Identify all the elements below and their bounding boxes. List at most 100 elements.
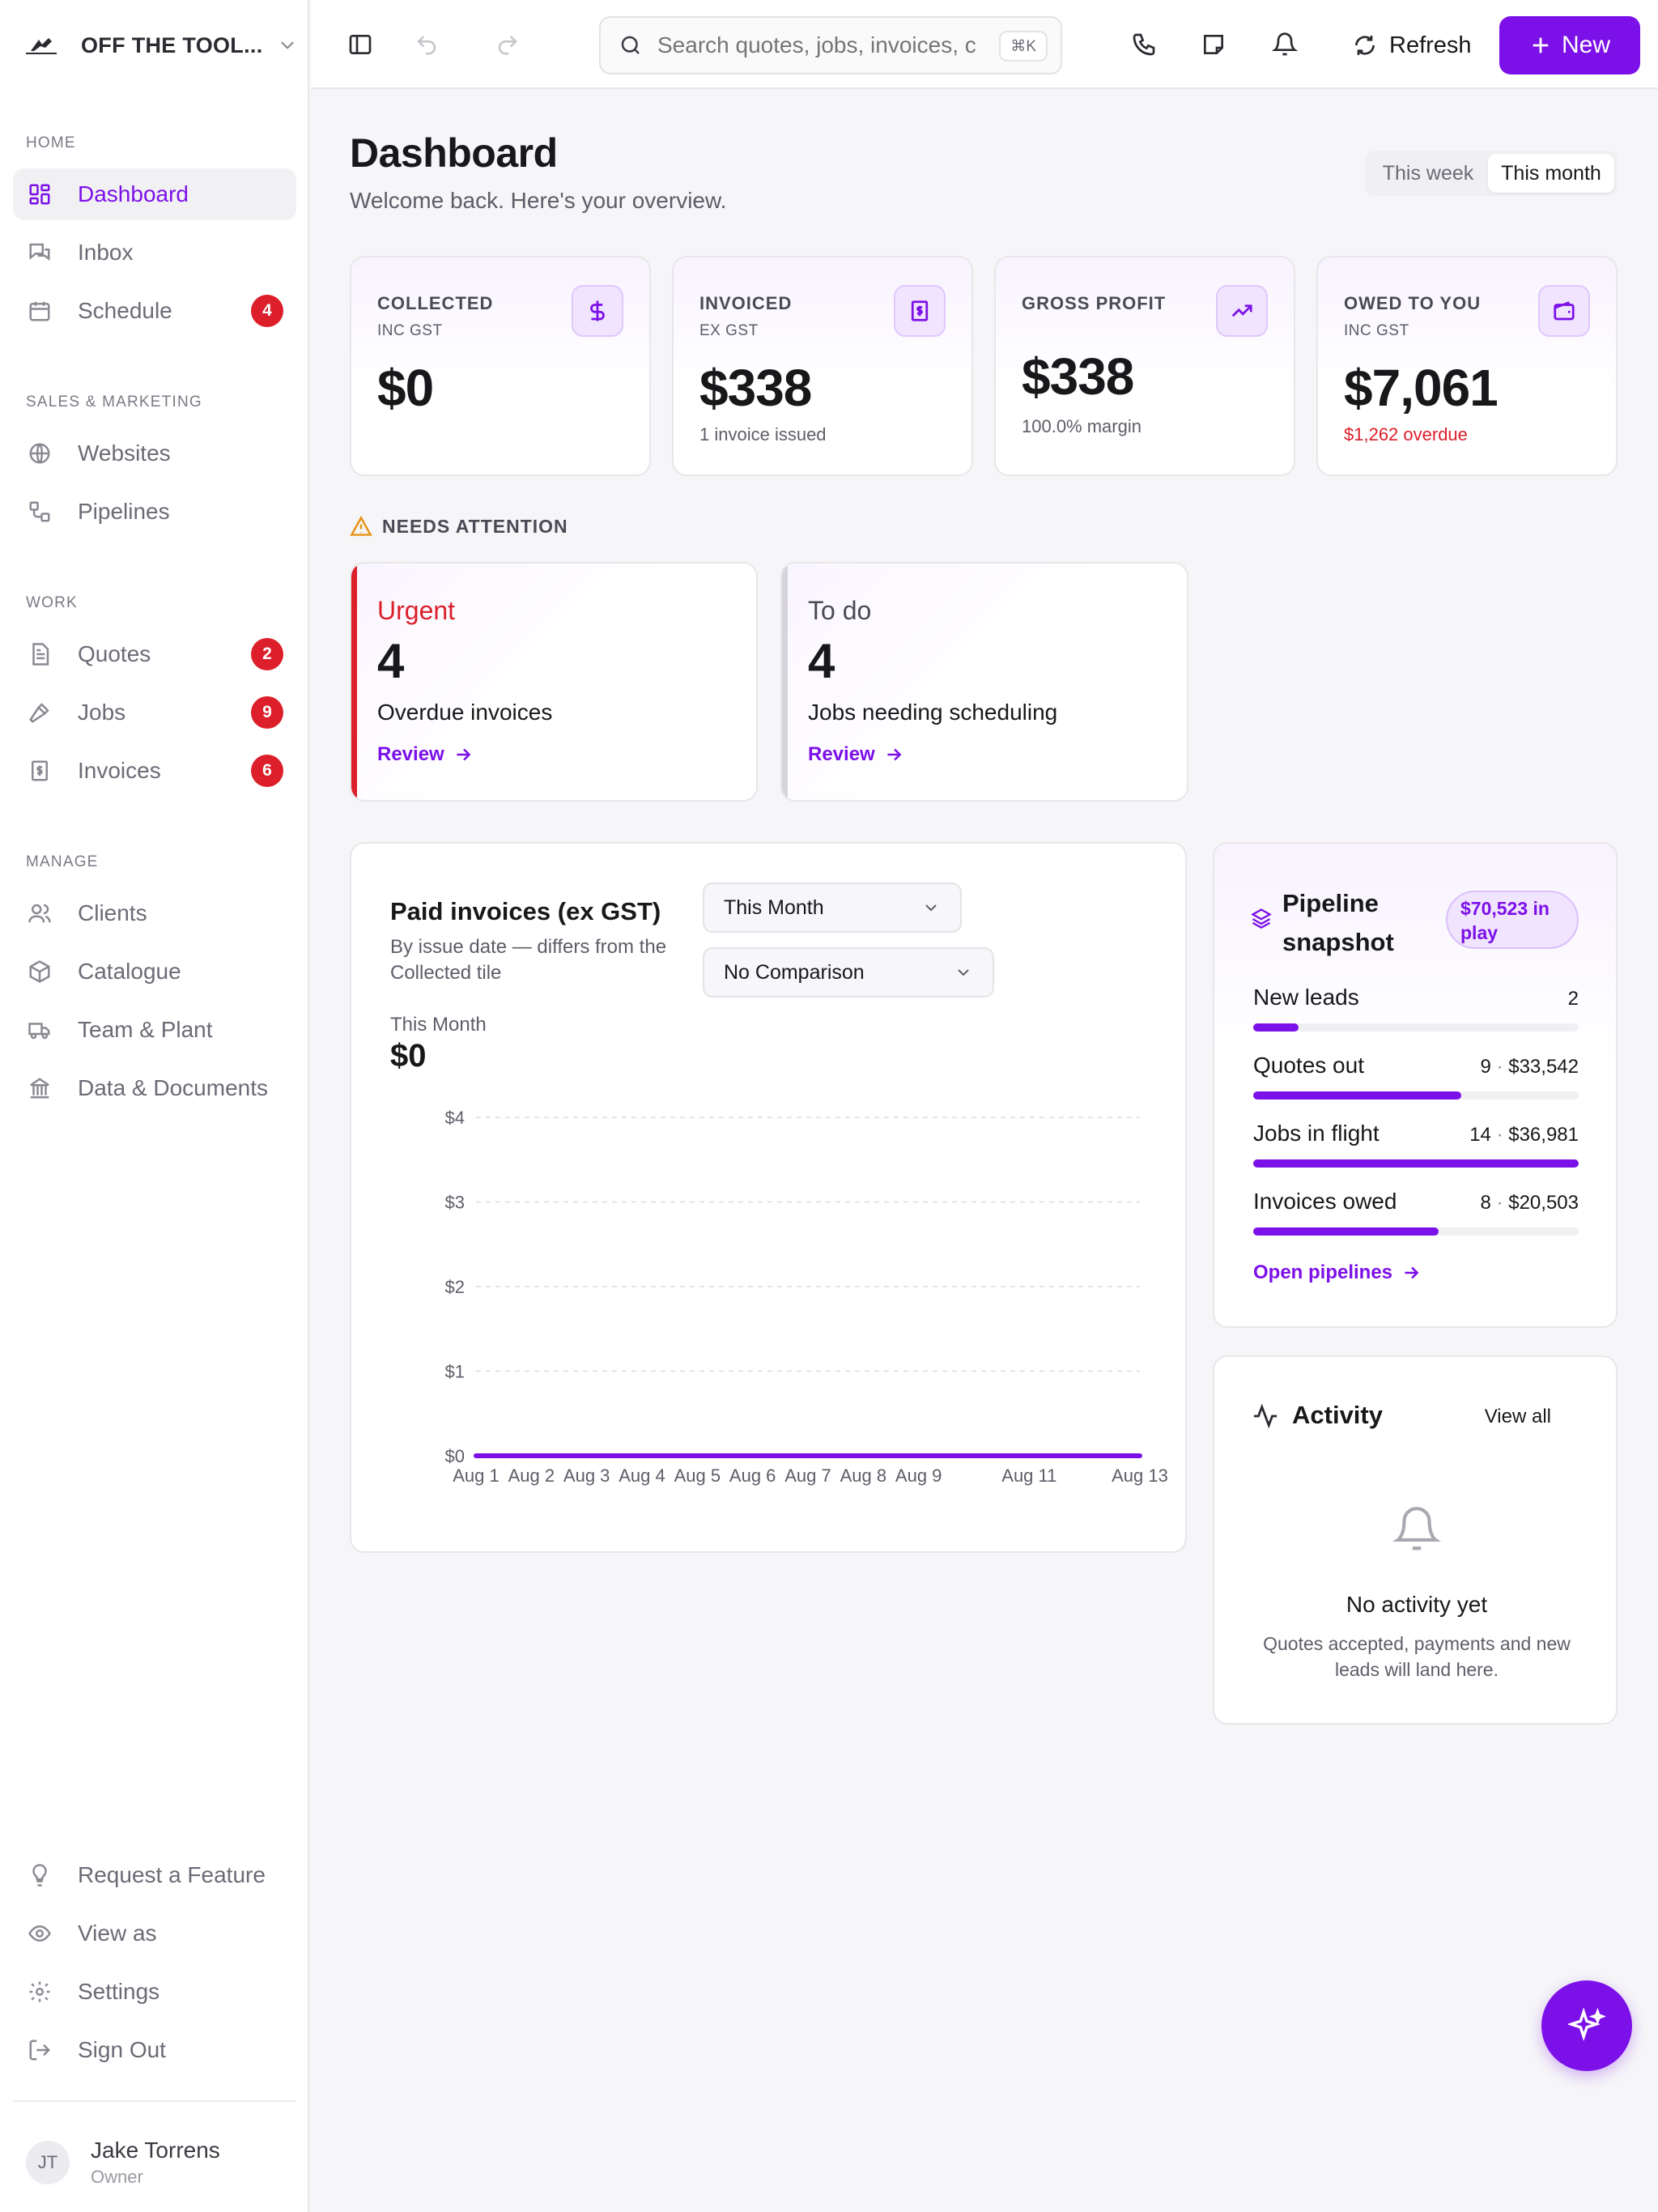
pipeline-row-label: Jobs in flight	[1253, 1121, 1380, 1146]
pipeline-row-count: 14	[1469, 1124, 1491, 1146]
range-option-month[interactable]: This month	[1488, 154, 1614, 193]
search-icon	[621, 36, 640, 54]
attention-kind: Urgent	[377, 596, 456, 625]
stat-card-invoiced[interactable]: INVOICED EX GST $338 1 invoice issued	[672, 256, 973, 476]
document-icon	[26, 640, 53, 668]
sidebar-item-label: View as	[78, 1921, 157, 1946]
view-all-link[interactable]: View all	[1484, 1406, 1551, 1427]
bell-icon[interactable]	[1269, 29, 1300, 60]
user-profile[interactable]: JT Jake Torrens Owner	[26, 2138, 220, 2188]
comparison-select[interactable]: No Comparison	[703, 947, 994, 998]
new-button[interactable]: New	[1499, 16, 1640, 74]
activity-pulse-icon	[1253, 1403, 1278, 1429]
nav-section-work: WORK	[26, 594, 78, 611]
search-bar[interactable]: ⌘K	[599, 16, 1062, 74]
pipeline-row-fill	[1253, 1159, 1579, 1168]
nav-section-sales-marketing: SALES & MARKETING	[26, 393, 202, 410]
separator: ·	[1490, 1056, 1509, 1078]
receipt-icon	[894, 285, 946, 337]
phone-icon[interactable]	[1129, 29, 1159, 60]
pipeline-row-amount: $20,503	[1508, 1192, 1579, 1214]
sidebar-item-inbox[interactable]: Inbox	[13, 227, 296, 279]
pipeline-row-label: New leads	[1253, 985, 1359, 1010]
sidebar-item-jobs[interactable]: Jobs 9	[13, 687, 296, 738]
stat-value: $338	[1022, 347, 1134, 406]
stat-title: OWED TO YOU	[1344, 293, 1482, 313]
stat-subtitle: INC GST	[377, 322, 443, 339]
workspace-name: OFF THE TOOL...	[81, 32, 263, 57]
period-select-value: This Month	[724, 895, 824, 919]
stat-note-overdue: $1,262 overdue	[1344, 424, 1468, 445]
hammer-icon	[26, 699, 53, 726]
search-input[interactable]	[657, 32, 997, 58]
pipeline-row-value: 2	[1568, 988, 1579, 1010]
refresh-button[interactable]: Refresh	[1352, 21, 1472, 70]
sidebar-item-pipelines[interactable]: Pipelines	[13, 486, 296, 538]
warning-icon	[350, 515, 372, 536]
stat-value: $338	[699, 359, 812, 417]
stat-card-owed[interactable]: OWED TO YOU INC GST $7,061 $1,262 overdu…	[1316, 256, 1618, 476]
todo-accent-bar	[782, 564, 788, 800]
sidebar-item-label: Jobs	[78, 700, 126, 725]
attention-card-todo[interactable]: To do 4 Jobs needing scheduling Review	[780, 562, 1188, 802]
sidebar-item-sign-out[interactable]: Sign Out	[13, 2024, 296, 2076]
activity-empty-title: No activity yet	[1346, 1592, 1488, 1617]
period-select[interactable]: This Month	[703, 883, 962, 933]
refresh-label: Refresh	[1389, 32, 1472, 58]
chevron-down-icon	[281, 41, 294, 49]
trending-up-icon	[1216, 285, 1268, 337]
undo-icon[interactable]	[411, 29, 442, 60]
layers-icon	[1251, 908, 1272, 929]
sidebar-item-settings[interactable]: Settings	[13, 1966, 296, 2018]
open-pipelines-link[interactable]: Open pipelines	[1253, 1261, 1422, 1284]
eye-icon	[26, 1920, 53, 1947]
range-option-week[interactable]: This week	[1382, 161, 1474, 185]
plus-icon	[1533, 37, 1549, 53]
attention-kind: To do	[808, 596, 872, 625]
sidebar-item-data-documents[interactable]: Data & Documents	[13, 1062, 296, 1114]
sidebar-item-team-plant[interactable]: Team & Plant	[13, 1004, 296, 1056]
pipeline-row-track	[1253, 1023, 1579, 1032]
sidebar-item-label: Dashboard	[78, 181, 189, 206]
sidebar-item-quotes[interactable]: Quotes 2	[13, 628, 296, 680]
globe-icon	[26, 440, 53, 467]
stat-card-gross-profit[interactable]: GROSS PROFIT $338 100.0% margin	[994, 256, 1295, 476]
note-icon[interactable]	[1198, 29, 1229, 60]
sidebar-toggle-icon[interactable]	[345, 29, 376, 60]
sidebar-item-invoices[interactable]: Invoices 6	[13, 745, 296, 797]
box-icon	[26, 958, 53, 985]
pipeline-title: Pipeline snapshot	[1282, 889, 1394, 956]
chevron-down-icon	[958, 969, 969, 976]
stat-note: 1 invoice issued	[699, 424, 827, 445]
sidebar-item-clients[interactable]: Clients	[13, 887, 296, 939]
stat-subtitle: EX GST	[699, 322, 759, 339]
redo-icon[interactable]	[492, 29, 523, 60]
separator: ·	[1490, 1124, 1509, 1146]
sidebar-item-catalogue[interactable]: Catalogue	[13, 946, 296, 998]
pipeline-row-fill	[1253, 1091, 1462, 1100]
dollar-icon	[572, 285, 623, 337]
paid-invoices-chart: $0 $1 $2 $3 $4 Aug 1 Aug 2 Aug 3 Aug 4 Aug 5 Aug 6…	[445, 1108, 1168, 1486]
workspace-switcher[interactable]: OFF THE TOOL...	[23, 24, 298, 66]
new-label: New	[1561, 32, 1610, 58]
sidebar-item-websites[interactable]: Websites	[13, 428, 296, 479]
stat-card-collected[interactable]: COLLECTED INC GST $0	[350, 256, 651, 476]
topbar: ⌘K Refresh New	[311, 0, 1658, 89]
x-tick-label: Aug 7	[784, 1465, 831, 1486]
review-label: Review	[808, 743, 875, 765]
pipeline-total-pill: $70,523 in play	[1446, 891, 1579, 949]
sidebar-item-request-feature[interactable]: Request a Feature	[13, 1849, 296, 1901]
sidebar-item-dashboard[interactable]: Dashboard	[13, 168, 296, 220]
sidebar-item-view-as[interactable]: View as	[13, 1908, 296, 1959]
ai-assistant-button[interactable]	[1541, 1980, 1632, 2071]
stat-title: INVOICED	[699, 293, 793, 313]
review-link[interactable]: Review	[377, 743, 474, 766]
page-subtitle: Welcome back. Here's your overview.	[350, 188, 727, 213]
y-tick-label: $4	[445, 1108, 465, 1128]
sidebar-item-schedule[interactable]: Schedule 4	[13, 285, 296, 337]
attention-card-urgent[interactable]: Urgent 4 Overdue invoices Review	[350, 562, 758, 802]
sidebar-item-label: Clients	[78, 900, 147, 925]
chevron-down-icon	[925, 904, 937, 912]
pipeline-row-value: 9 · $33,542	[1481, 1056, 1579, 1078]
review-link[interactable]: Review	[808, 743, 904, 766]
